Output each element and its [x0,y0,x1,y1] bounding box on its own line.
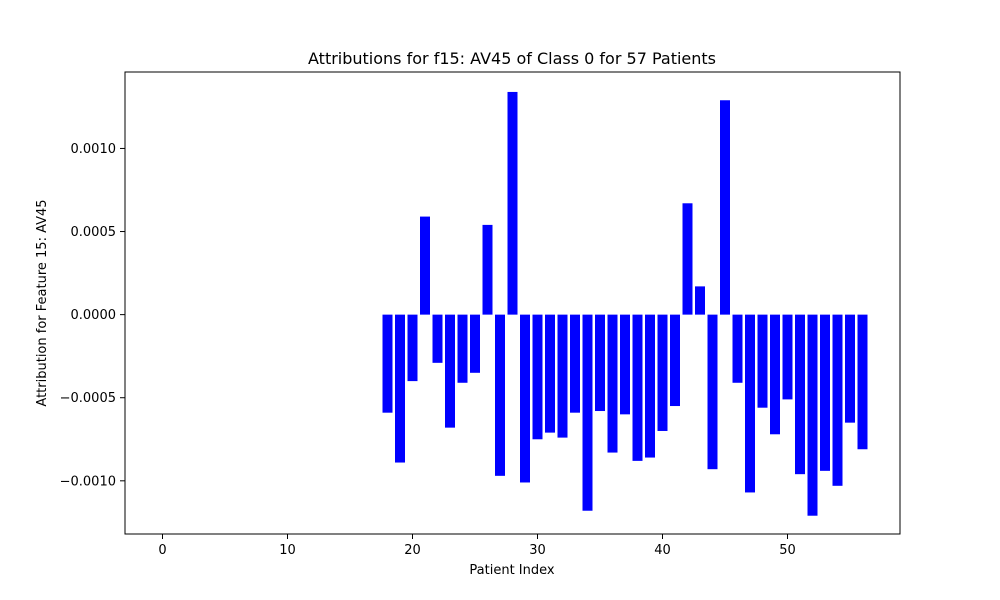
bar-patient-53 [820,314,830,471]
bar-patient-50 [782,314,793,400]
bar-patient-26 [482,224,493,315]
bar-patient-23 [445,314,455,428]
y-tick-label: −0.0005 [60,391,116,406]
x-tick-label: 20 [404,543,421,558]
bar-patient-36 [607,314,618,453]
x-tick-label: 10 [279,543,296,558]
y-tick-label: 0.0000 [71,308,117,323]
x-tick-label: 30 [529,543,546,558]
x-tick-label: 0 [158,543,166,558]
x-axis: 0 10 20 30 40 50 [158,534,796,558]
bar-patient-47 [745,314,755,493]
bar-patient-28 [507,91,518,315]
y-tick-label: 0.0010 [71,142,117,157]
bar-patient-22 [432,314,443,363]
bar-patient-56 [857,314,868,450]
bar-patient-33 [570,314,580,413]
bar-patient-54 [832,314,843,486]
bar-patient-43 [695,286,705,315]
bar-patient-38 [632,314,643,461]
bar-patient-51 [795,314,805,475]
bar-patient-29 [520,314,530,483]
bar-patient-32 [557,314,568,438]
x-tick-label: 50 [779,543,796,558]
bar-patient-30 [532,314,543,440]
bar-patient-20 [407,314,418,382]
bar-patient-41 [670,314,680,407]
bar-patient-52 [807,314,818,516]
bar-patient-37 [620,314,630,415]
bar-patient-45 [720,100,730,315]
chart-title: Attributions for f15: AV45 of Class 0 fo… [308,49,716,68]
bar-patient-31 [545,314,555,433]
bar-patient-49 [770,314,780,435]
bar-patient-42 [682,203,693,315]
bar-patient-48 [757,314,768,408]
bar-patient-34 [582,314,593,511]
bar-patient-35 [595,314,605,412]
y-axis-title: Attribution for Feature 15: AV45 [35,199,50,406]
bar-patient-40 [657,314,668,431]
y-axis: −0.0010 −0.0005 0.0000 0.0005 0.0010 [60,142,125,489]
plot-frame [124,71,901,535]
bar-patient-19 [395,314,405,463]
y-tick-label: −0.0010 [60,474,116,489]
bar-patient-39 [645,314,655,458]
x-axis-title: Patient Index [469,563,554,578]
y-tick-label: 0.0005 [71,225,117,240]
bars-group [382,91,868,516]
bar-patient-46 [732,314,743,383]
bar-patient-25 [470,314,480,373]
x-tick-label: 40 [654,543,671,558]
bar-patient-21 [420,216,430,315]
bar-patient-44 [707,314,718,470]
bar-patient-24 [457,314,468,383]
bar-patient-55 [845,314,855,423]
bar-patient-27 [495,314,505,476]
bar-patient-18 [382,314,393,413]
